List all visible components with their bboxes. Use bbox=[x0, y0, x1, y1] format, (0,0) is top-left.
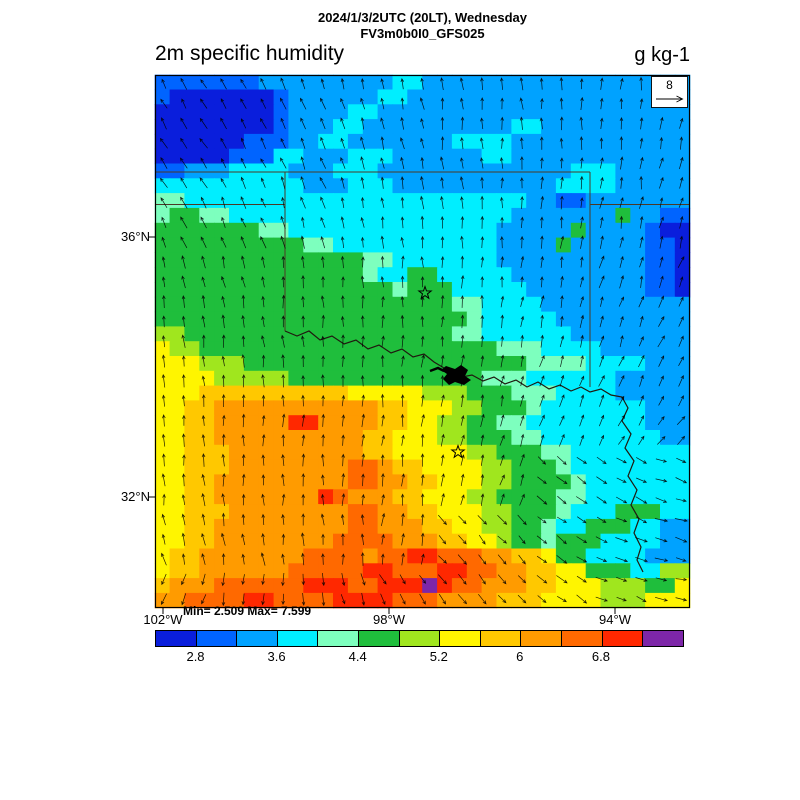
reference-vector-box: 8 bbox=[651, 76, 688, 108]
header-model: FV3m0b0I0_GFS025 bbox=[360, 26, 485, 41]
lon-label: 94°W bbox=[599, 612, 631, 627]
colorbar-segment bbox=[642, 631, 683, 646]
colorbar-segment bbox=[236, 631, 277, 646]
colorbar-segment bbox=[439, 631, 480, 646]
river-border bbox=[284, 330, 644, 573]
city-star-icon bbox=[417, 284, 433, 300]
heatmap-field bbox=[154, 74, 691, 609]
map-frame bbox=[154, 74, 691, 609]
colorbar-segment bbox=[358, 631, 399, 646]
lon-label: 102°W bbox=[143, 612, 183, 627]
colorbar-labels: 2.8 3.6 4.4 5.2 6 6.8 bbox=[155, 649, 682, 665]
lat-label: 32°N bbox=[120, 489, 150, 504]
colorbar-segment bbox=[561, 631, 602, 646]
lat-label: 36°N bbox=[120, 229, 150, 244]
colorbar-segment bbox=[479, 631, 521, 646]
reference-arrow-icon bbox=[656, 95, 684, 103]
lake-icon bbox=[441, 365, 471, 385]
colorbar-tick-label: 5.2 bbox=[429, 649, 448, 664]
humidity-map-canvas: 8 bbox=[148, 74, 691, 614]
axis-ticks bbox=[148, 236, 616, 614]
colorbar-segment bbox=[601, 631, 643, 646]
colorbar-segment bbox=[276, 631, 318, 646]
city-star-icon bbox=[450, 443, 466, 459]
colorbar-tick-label: 3.6 bbox=[267, 649, 286, 664]
wind-vectors bbox=[159, 76, 688, 607]
colorbar-segment bbox=[317, 631, 359, 646]
plot-title: 2m specific humidity bbox=[155, 42, 345, 65]
colorbar-segment bbox=[398, 631, 440, 646]
colorbar-tick-label: 2.8 bbox=[186, 649, 205, 664]
reference-vector-value: 8 bbox=[666, 78, 673, 92]
header-datetime: 2024/1/3/2UTC (20LT), Wednesday bbox=[317, 10, 528, 25]
colorbar-tick-label: 6 bbox=[516, 649, 524, 664]
colorbar-tick-label: 4.4 bbox=[348, 649, 367, 664]
colorbar-segment bbox=[156, 631, 196, 646]
colorbar-tick-label: 6.8 bbox=[591, 649, 610, 664]
colorbar bbox=[155, 630, 684, 647]
units-label: g kg-1 bbox=[634, 44, 690, 66]
colorbar-segment bbox=[195, 631, 237, 646]
colorbar-segment bbox=[520, 631, 562, 646]
river-segment bbox=[429, 366, 445, 373]
state-boundaries bbox=[155, 171, 690, 573]
lon-label: 98°W bbox=[373, 612, 405, 627]
minmax-label: Min= 2.509 Max= 7.599 bbox=[183, 604, 312, 618]
